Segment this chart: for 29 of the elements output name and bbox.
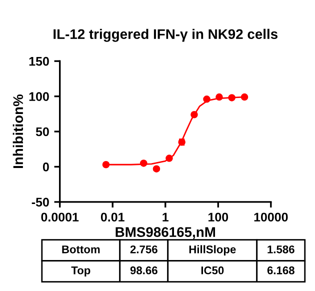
point: [166, 154, 173, 162]
y-axis-title: Inhibition%: [12, 94, 24, 168]
text: Top: [71, 266, 90, 276]
point: [228, 94, 236, 102]
point: [216, 93, 223, 101]
text: 98.66: [130, 266, 158, 274]
x-tick-label: 10000: [254, 212, 288, 222]
text: 6.168: [267, 266, 294, 274]
text: 1.586: [268, 245, 294, 254]
x-tick-label: 1: [162, 212, 169, 222]
x-axis-title: BMS986165,nM: [116, 227, 216, 240]
chart-title: IL-12 triggered IFN-γ in NK92 cells: [54, 28, 278, 42]
y-tick-label: 150: [29, 56, 49, 66]
x-tick-label: 0.0001: [41, 212, 79, 222]
x-tick-label: 0.01: [100, 212, 124, 222]
point: [203, 95, 210, 103]
text: HillSlope: [189, 245, 236, 256]
text: 2.756: [130, 245, 158, 254]
point: [190, 110, 198, 118]
y-tick-label: -50: [32, 198, 49, 207]
text: IC50: [201, 266, 224, 274]
point: [240, 93, 248, 101]
y-tick-label: 100: [29, 92, 49, 101]
point: [152, 165, 160, 172]
x-tick-label: 100: [208, 212, 228, 222]
point: [140, 160, 148, 167]
y-tick-label: 50: [36, 127, 49, 136]
text: Bottom: [62, 246, 100, 254]
y-tick-label: 0: [42, 162, 49, 172]
